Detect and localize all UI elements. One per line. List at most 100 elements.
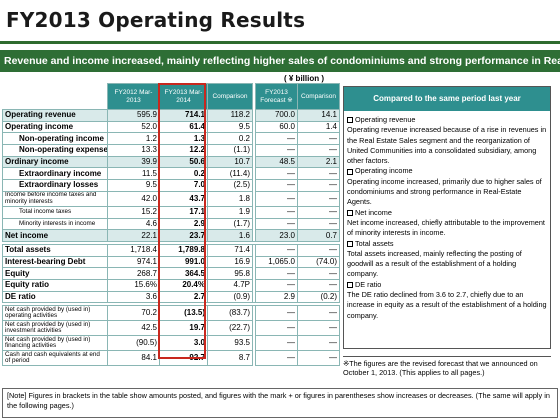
cell-fy2013: 19.7 (159, 320, 208, 337)
cell-comparison-forecast: — (297, 305, 340, 322)
row-label: Operating revenue (2, 109, 108, 122)
row-label: Equity (2, 267, 108, 280)
table-row: Extraordinary losses 9.5 7.0 (2.5) — — (2, 179, 340, 192)
cell-forecast: 700.0 (255, 109, 298, 122)
col-header-forecast: FY2013 Forecast ※ (255, 83, 298, 110)
cell-fy2012: 9.5 (107, 179, 160, 192)
results-table: FY2012 Mar-2013 FY2013 Mar-2014 Comparis… (2, 83, 340, 367)
cell-comparison-forecast: — (297, 132, 340, 146)
cell-fy2012: 52.0 (107, 120, 160, 134)
cell-comparison: 16.9 (207, 255, 253, 269)
cell-fy2013: 364.5 (159, 267, 208, 280)
gap-cell (297, 240, 340, 245)
cell-fy2012: 3.6 (107, 290, 160, 304)
cell-comparison: 4.7P (207, 278, 253, 292)
cell-fy2013: 61.4 (159, 120, 208, 134)
gap-cell (2, 240, 108, 245)
cell-forecast: — (255, 205, 298, 219)
cell-comparison: 95.8 (207, 267, 253, 280)
comparison-section-text: Net income increased, chiefly attributab… (347, 217, 545, 238)
cell-fy2013: 23.7 (159, 229, 208, 242)
cell-fy2012: 1,718.4 (107, 243, 160, 257)
col-header-fy2012: FY2012 Mar-2013 (107, 83, 160, 110)
cell-forecast: — (255, 335, 298, 352)
row-label: Minority interests in income (2, 217, 108, 231)
row-label: Extraordinary losses (2, 179, 108, 192)
comparison-section-title: DE ratio (355, 279, 382, 289)
cell-spacer (252, 305, 256, 321)
comparison-section-heading: DE ratio (347, 280, 547, 290)
comparison-panel: Compared to the same period last year Op… (343, 86, 551, 349)
cell-spacer (252, 218, 256, 230)
cell-forecast: — (255, 144, 298, 157)
cell-fy2012: 84.1 (107, 350, 160, 367)
cell-comparison: (22.7) (207, 320, 253, 337)
cell-forecast: — (255, 132, 298, 146)
comparison-section-title: Operating revenue (355, 115, 416, 124)
cell-comparison: (1.7) (207, 217, 253, 231)
checkbox-square-icon (347, 117, 353, 124)
row-label: Interest-bearing Debt (2, 255, 108, 269)
table-header-row: FY2012 Mar-2013 FY2013 Mar-2014 Comparis… (2, 83, 340, 110)
comparison-section-text: Total assets increased, mainly reflectin… (347, 248, 522, 279)
comparison-section-text: The DE ratio declined from 3.6 to 2.7, c… (347, 290, 547, 320)
row-label: Total assets (2, 243, 108, 257)
cell-comparison-forecast: (74.0) (297, 255, 340, 269)
cell-comparison: (11.4) (207, 167, 253, 181)
table-row: Non-operating income 1.2 1.3 0.2— — (2, 132, 340, 146)
cell-comparison: 10.7 (207, 155, 253, 169)
cell-fy2013: 991.0 (159, 255, 208, 269)
cell-spacer (252, 132, 256, 145)
table-row: DE ratio 3.6 2.7 (0.9) 2.9 (0.2) (2, 290, 340, 304)
table-row: Minority interests in income 4.6 2.9 (1.7) —… (2, 217, 340, 231)
comparison-section-heading: Operating income (347, 166, 547, 176)
page-title: FY2013 Operating Results (6, 8, 306, 32)
cell-fy2012: 70.2 (107, 305, 160, 322)
cell-fy2012: 13.3 (107, 144, 160, 157)
cell-spacer (252, 350, 256, 366)
forecast-note: ※The figures are the revised forecast th… (343, 356, 551, 377)
cell-fy2013: 3.0 (159, 335, 208, 352)
table-row: Operating income 52.0 61.4 9.5 60.0 1.4 (2, 120, 340, 134)
cell-fy2012: 4.6 (107, 217, 160, 231)
cell-fy2012: 595.9 (107, 109, 160, 122)
table-row: Equity 268.7 364.5 95.8— — (2, 267, 340, 280)
table-row: Net income 22.1 23.7 1.6 23.0 0.7 (2, 229, 340, 242)
checkbox-square-icon (347, 240, 353, 247)
checkbox-square-icon (347, 281, 353, 288)
row-label: Net cash provided by (used in) operating… (2, 305, 108, 322)
cell-comparison-forecast: — (297, 190, 340, 207)
cell-comparison-forecast: — (297, 278, 340, 292)
cell-comparison-forecast: 2.1 (297, 155, 340, 169)
gap-cell (252, 240, 256, 245)
comparison-panel-header: Compared to the same period last year (344, 87, 550, 111)
cell-forecast: — (255, 320, 298, 337)
cell-fy2013: 43.7 (159, 190, 208, 207)
cell-comparison-forecast: — (297, 205, 340, 219)
cell-fy2013: 17.1 (159, 205, 208, 219)
footer-note: [Note] Figures in brackets in the table … (2, 388, 558, 418)
col-header-comparison: Comparison (207, 83, 253, 110)
cell-fy2013: 92.7 (159, 350, 208, 367)
table-row: Equity ratio 15.6% 20.4% 4.7P — — (2, 278, 340, 292)
cell-comparison-forecast: — (297, 167, 340, 181)
cell-comparison: 118.2 (207, 109, 253, 122)
row-label: Net income (2, 229, 108, 242)
cell-comparison-forecast: 1.4 (297, 120, 340, 134)
row-label: Income before income taxes and minority … (2, 190, 108, 207)
cell-fy2012: 42.5 (107, 320, 160, 337)
cell-comparison: 8.7 (207, 350, 253, 367)
cell-comparison: 1.8 (207, 190, 253, 207)
row-label: Non-operating expenses (2, 144, 108, 157)
cell-fy2013: 7.0 (159, 179, 208, 192)
table-row: Income before income taxes and minority … (2, 190, 340, 207)
table-row: Interest-bearing Debt 974.1 991.0 16.9 1,065… (2, 255, 340, 269)
table-row: Net cash provided by (used in) financing… (2, 335, 340, 352)
cell-spacer (252, 244, 256, 257)
cell-spacer (252, 144, 256, 157)
cell-fy2012: 42.0 (107, 190, 160, 207)
comparison-section-heading: Total assets (347, 239, 547, 249)
cell-spacer (252, 291, 256, 303)
header-blank (2, 83, 108, 110)
cell-spacer (252, 179, 256, 192)
